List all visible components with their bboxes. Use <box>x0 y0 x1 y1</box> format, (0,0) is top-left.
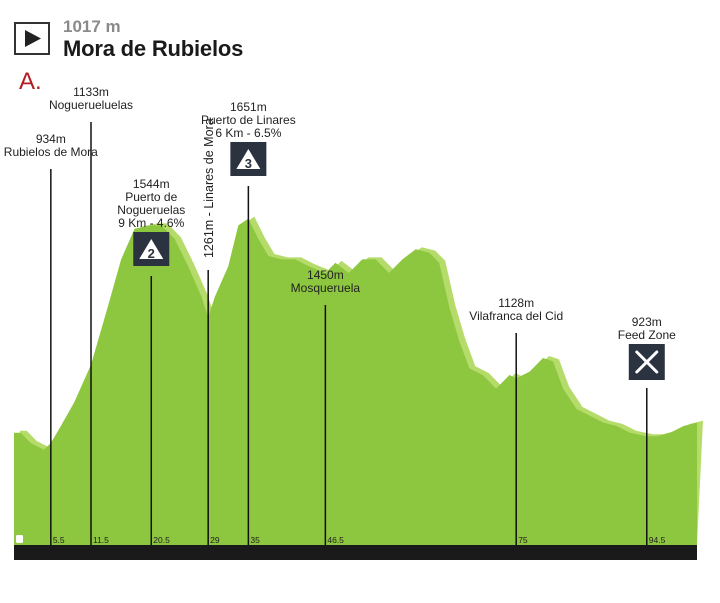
profile-baseline-bar <box>14 545 697 560</box>
km-tick-label: 20.5 <box>153 535 170 545</box>
km-tick-label: 75 <box>518 535 528 545</box>
marker-label: 1128m <box>498 296 534 310</box>
start-town-title: Mora de Rubielos <box>63 36 244 61</box>
play-icon <box>25 30 41 47</box>
marker-label: Vilafranca del Cid <box>469 309 563 323</box>
climb-category-label: 2 <box>148 246 155 261</box>
marker-label: 923m <box>632 315 662 329</box>
km-tick-label: 35 <box>250 535 260 545</box>
km-start-tick <box>16 535 23 543</box>
corner-letter: A. <box>19 68 42 95</box>
mountain-icon <box>236 149 261 169</box>
climb-category-label: 3 <box>245 156 252 171</box>
fork-knife-icon <box>635 350 659 374</box>
km-tick-label: 5.5 <box>53 535 65 545</box>
marker-label: Noguerueluelas <box>49 98 133 112</box>
marker-label: Puerto de Linares <box>201 113 296 127</box>
start-altitude: 1017 m <box>63 17 121 36</box>
marker-label: Mosqueruela <box>291 281 361 295</box>
marker-vertical-label: 1261m - Linares de Mora <box>202 118 216 258</box>
km-tick-label: 46.5 <box>327 535 344 545</box>
profile-area <box>14 218 697 545</box>
marker-label: Rubielos de Mora <box>4 145 98 159</box>
marker-label: 1544m <box>133 177 170 191</box>
play-button[interactable] <box>14 22 50 55</box>
marker-label: Nogueruelas <box>117 203 185 217</box>
marker-label: 1133m <box>73 85 109 99</box>
km-tick-label: 29 <box>210 535 220 545</box>
marker-label: 6 Km - 6.5% <box>215 126 281 140</box>
marker-label: Puerto de <box>125 190 177 204</box>
marker-label: 9 Km - 4.6% <box>118 216 184 230</box>
marker-label: 1651m <box>230 100 267 114</box>
marker-label: Feed Zone <box>618 328 676 342</box>
marker-label: 1450m <box>307 268 344 282</box>
marker-label: 934m <box>36 132 66 146</box>
km-tick-label: 94.5 <box>649 535 666 545</box>
km-tick-label: 11.5 <box>93 535 109 545</box>
mountain-icon <box>139 239 164 259</box>
